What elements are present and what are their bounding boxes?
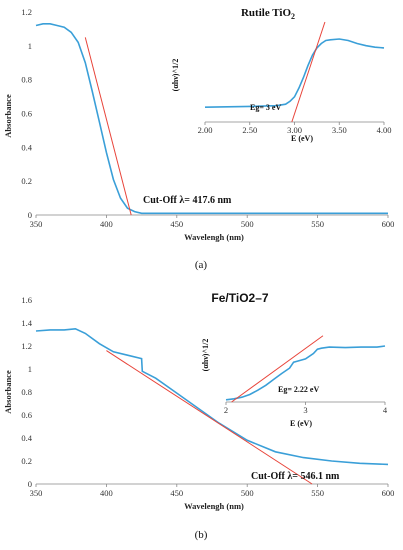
- panel-a-absorbance-curve: [35, 22, 388, 215]
- x-tick-label: 400: [100, 488, 113, 498]
- panel-a-inset-curve: [204, 38, 385, 108]
- y-tick-label: 1.4: [21, 318, 32, 328]
- x-tick-label: 600: [382, 488, 395, 498]
- x-tick-label: 500: [241, 219, 254, 229]
- inset-x-tick-label: 4.00: [377, 125, 392, 135]
- panel-a-eg-label: Eg= 3 eV: [250, 103, 281, 112]
- x-tick-label: 350: [30, 219, 43, 229]
- y-tick-label: 0: [28, 479, 32, 489]
- y-tick-label: 0.4: [21, 142, 32, 152]
- panel-a-caption: (a): [195, 259, 208, 271]
- panel-a-xlabel: Wavelengh (nm): [184, 232, 244, 242]
- x-tick-label: 600: [382, 219, 395, 229]
- y-tick-label: 1: [28, 364, 32, 374]
- panel-a-y-ticks: 0 0.2 0.4 0.6 0.8 1 1.2: [21, 7, 32, 220]
- inset-x-tick-label: 3: [303, 405, 307, 415]
- y-tick-label: 1.6: [21, 295, 32, 305]
- panel-a-inset-ylabel: (αhν)^1/2: [171, 59, 180, 92]
- x-tick-label: 450: [170, 488, 183, 498]
- inset-x-tick-label: 3.00: [287, 125, 302, 135]
- inset-x-tick-label: 2: [224, 405, 228, 415]
- y-tick-label: 1.2: [21, 341, 32, 351]
- panel-a-cutoff-label: Cut-Off λ= 417.6 nm: [143, 195, 232, 206]
- panel-b-inset-xlabel: E (eV): [290, 419, 312, 428]
- panel-b-y-ticks: 0 0.2 0.4 0.6 0.8 1 1.2 1.4 1.6: [21, 295, 32, 489]
- x-tick-label: 550: [311, 488, 324, 498]
- inset-x-tick-label: 2.50: [242, 125, 257, 135]
- panel-a-inset-tangent-line: [291, 21, 326, 123]
- panel-a-x-ticks: 350 400 450 500 550 600: [30, 215, 395, 229]
- panel-b-absorbance-curve: [35, 327, 389, 466]
- panel-b-caption: (b): [195, 529, 208, 541]
- panel-b-title: Fe/TiO2–7: [211, 291, 268, 305]
- y-tick-label: 0.2: [21, 456, 32, 466]
- panel-a-tangent-line: [84, 37, 132, 216]
- panel-b-cutoff-label: Cut-Off λ= 546.1 nm: [251, 471, 340, 482]
- inset-x-tick-label: 2.00: [198, 125, 213, 135]
- panel-b-tangent-line: [106, 350, 313, 485]
- x-tick-label: 500: [241, 488, 254, 498]
- inset-x-tick-label: 4: [383, 405, 388, 415]
- y-tick-label: 0: [28, 210, 32, 220]
- panel-a-inset-x-ticks: 2.00 2.50 3.00 3.50 4.00: [198, 122, 392, 135]
- panel-b-inset-ylabel: (αhν)^1/2: [201, 339, 210, 372]
- y-tick-label: 0.8: [21, 387, 32, 397]
- panel-b-chart: 0 0.2 0.4 0.6 0.8 1 1.2 1.4 1.6 350 400 450 500 550 6…: [3, 291, 394, 541]
- y-tick-label: 1.2: [21, 7, 32, 17]
- panel-a-title: Rutile TiO2: [241, 7, 295, 21]
- panel-b-inset: 2 3 4 (αhν)^1/2 E (eV) Eg= 2.22 eV: [201, 335, 388, 428]
- panel-b-inset-x-ticks: 2 3 4: [224, 402, 388, 415]
- panel-b-x-ticks: 350 400 450 500 550 600: [30, 484, 395, 498]
- x-tick-label: 550: [311, 219, 324, 229]
- panel-b-xlabel: Wavelengh (nm): [184, 501, 244, 511]
- panel-b-eg-label: Eg= 2.22 eV: [278, 385, 319, 394]
- x-tick-label: 450: [170, 219, 183, 229]
- panel-a-chart: 0 0.2 0.4 0.6 0.8 1 1.2 350 400 450 500 550 600 Abs…: [3, 7, 394, 271]
- y-tick-label: 1: [28, 41, 32, 51]
- x-tick-label: 350: [30, 488, 43, 498]
- panel-b-inset-curve: [225, 345, 386, 401]
- panel-a-inset: 2.00 2.50 3.00 3.50 4.00 (αhν)^1/2 E (eV) Eg…: [171, 21, 392, 143]
- panel-a-inset-xlabel: E (eV): [291, 134, 313, 143]
- panel-a-ylabel: Absorbance: [3, 94, 13, 138]
- panel-b-ylabel: Absorbance: [3, 370, 13, 414]
- inset-x-tick-label: 3.50: [332, 125, 347, 135]
- x-tick-label: 400: [100, 219, 113, 229]
- y-tick-label: 0.2: [21, 176, 32, 186]
- y-tick-label: 0.6: [21, 109, 32, 119]
- y-tick-label: 0.4: [21, 433, 32, 443]
- y-tick-label: 0.6: [21, 410, 32, 420]
- y-tick-label: 0.8: [21, 75, 32, 85]
- panel-b-inset-tangent-line: [231, 335, 324, 403]
